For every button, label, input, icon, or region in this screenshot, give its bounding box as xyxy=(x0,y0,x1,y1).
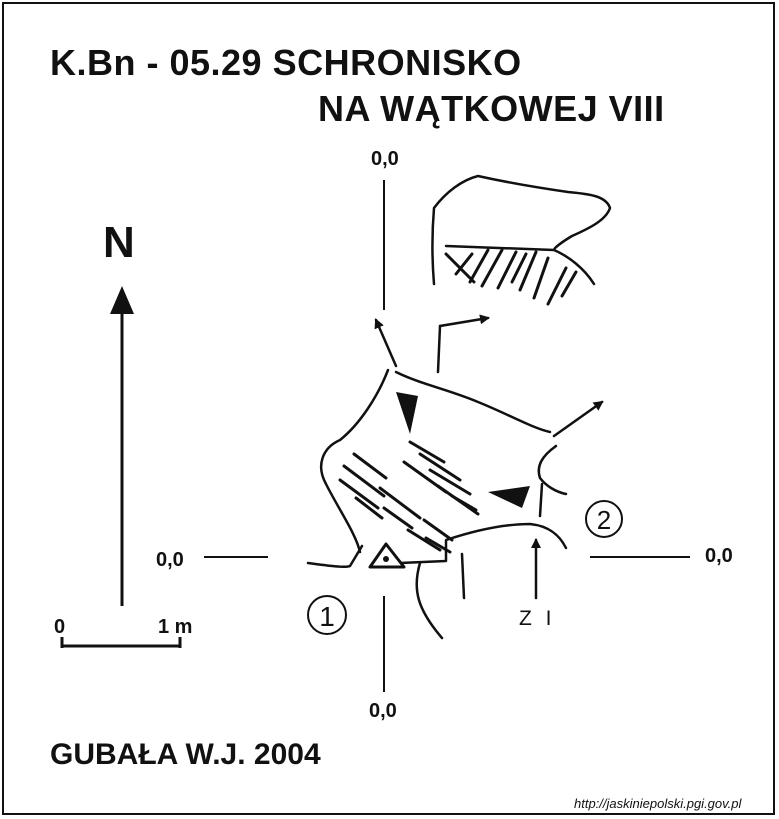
entrance-label-1: 1 xyxy=(319,601,335,632)
slope-markers xyxy=(396,392,530,508)
north-label: N xyxy=(103,218,135,267)
entrance-label-2: 2 xyxy=(597,505,611,535)
cave-walls xyxy=(306,368,568,640)
title-line-1: K.Bn - 05.29 SCHRONISKO xyxy=(50,42,522,83)
marker-label: Z I xyxy=(519,607,556,630)
arrow-icon xyxy=(374,318,398,368)
slope-wedge-icon xyxy=(488,486,530,508)
slope-wedge-icon xyxy=(396,392,418,434)
arrow-icon xyxy=(552,400,604,438)
datum-label-left: 0,0 xyxy=(156,549,184,571)
entrance-marker-2: 2 xyxy=(585,500,623,538)
datum-label-bottom: 0,0 xyxy=(369,700,397,722)
scale-bar xyxy=(60,637,182,648)
survey-point-icon xyxy=(368,542,406,569)
passage-hatching xyxy=(338,440,480,554)
scale-end-label: 1 m xyxy=(158,616,193,638)
rock-outcrop xyxy=(431,174,612,306)
flow-arrows xyxy=(374,314,604,600)
datum-lines xyxy=(204,180,690,692)
scale-start-label: 0 xyxy=(54,616,66,638)
source-url: http://jaskiniepolski.pgi.gov.pl xyxy=(574,796,742,811)
author-credit: GUBAŁA W.J. 2004 xyxy=(50,738,321,771)
north-arrow-icon xyxy=(110,286,134,314)
datum-label-top: 0,0 xyxy=(371,148,399,170)
title-line-2: NA WĄTKOWEJ VIII xyxy=(318,88,665,129)
north-arrow xyxy=(110,286,134,606)
arrow-icon xyxy=(436,314,490,374)
entrance-marker-1: 1 xyxy=(307,595,347,635)
datum-label-right: 0,0 xyxy=(705,545,733,567)
